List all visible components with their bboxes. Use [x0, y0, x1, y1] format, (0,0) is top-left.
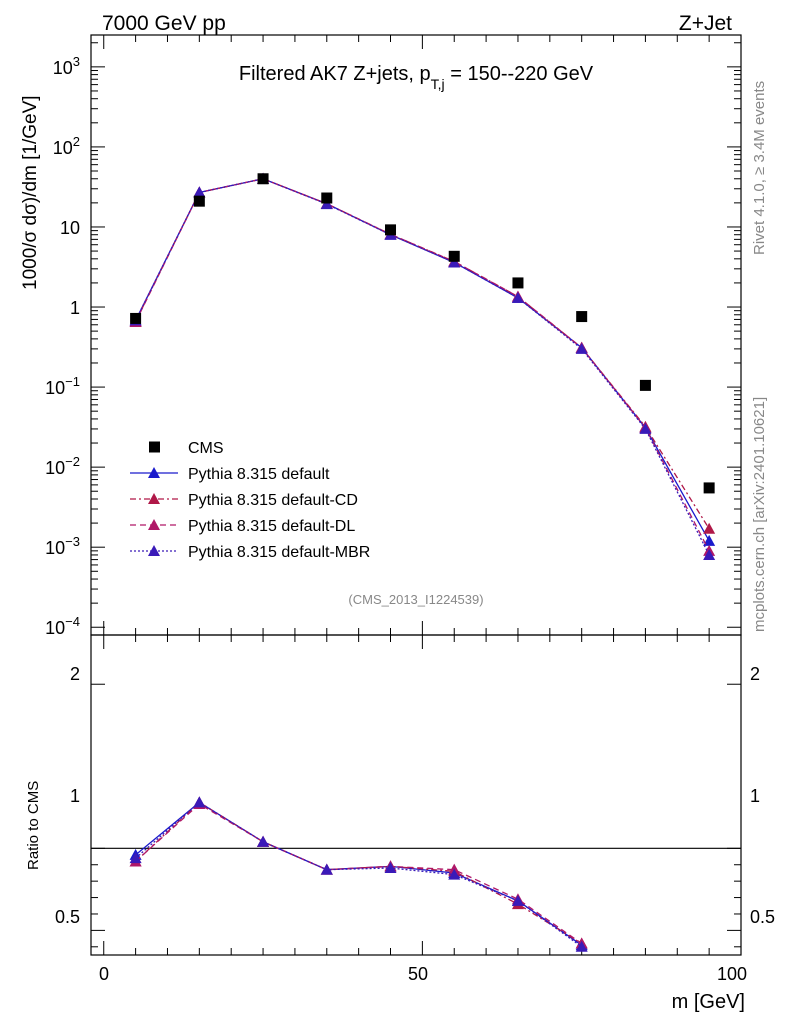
ratio-line-default: [135, 801, 583, 946]
main-ytick-label: 10−4: [45, 614, 80, 638]
axis-ticks: 10−4 10−3 10−2 10−1 1 10 102 103: [45, 35, 742, 955]
cms-data-point: [512, 277, 524, 289]
header-right: Z+Jet: [679, 12, 732, 35]
cms-data-point: [448, 250, 460, 262]
ratio-panel-frame: [90, 634, 742, 956]
series-marker-mbr: [511, 291, 524, 303]
side-text-bottom: mcplots.cern.ch [arXiv:2401.10621]: [751, 397, 768, 632]
ratio-marker-mbr: [193, 796, 206, 808]
ratio-line-dl: [135, 803, 583, 945]
series-marker-mbr: [703, 548, 716, 560]
series-marker-mbr: [639, 422, 652, 434]
ratio-marker-mbr: [384, 862, 397, 874]
ratio-marker-mbr: [129, 852, 142, 864]
ratio-line-cd: [135, 801, 583, 945]
cms-data-point: [576, 311, 588, 323]
ratio-ytick-right-1: 1: [750, 786, 760, 806]
main-ytick-label: 10−1: [45, 374, 80, 398]
analysis-annotation: (CMS_2013_I1224539): [348, 592, 483, 607]
ratio-ytick-1: 1: [70, 786, 80, 806]
title-main: Filtered AK7 Z+jets, p: [239, 63, 431, 85]
header-left: 7000 GeV pp: [102, 12, 226, 35]
x-tick-label-100: 100: [717, 964, 747, 984]
cms-data-point: [321, 192, 333, 204]
legend-marker-dl: [148, 519, 160, 530]
cms-data-point: [130, 312, 142, 324]
ratio-marker-mbr: [575, 940, 588, 952]
cms-data-point: [193, 195, 205, 207]
cms-data-point: [385, 224, 397, 236]
side-text-top: Rivet 4.1.0, ≥ 3.4M events: [751, 81, 768, 255]
main-ytick-label: 10−3: [45, 534, 80, 558]
main-ylabel: 1000/σ dσ)/dm [1/GeV]: [20, 95, 41, 290]
ratio-marker-mbr: [257, 835, 270, 847]
title-subscript: T,j: [431, 76, 445, 92]
title-rest: = 150--220 GeV: [445, 63, 594, 85]
series-marker-mbr: [575, 342, 588, 354]
ratio-marker-mbr: [511, 894, 524, 906]
main-ytick-label: 1: [70, 298, 80, 318]
ratio-ytick-right-0.5: 0.5: [750, 907, 775, 927]
legend: CMS Pythia 8.315 default Pythia 8.315 defa…: [130, 440, 370, 561]
series-marker-mbr: [193, 186, 206, 198]
ratio-plot-area: [91, 796, 741, 952]
legend-label-cms: CMS: [188, 440, 224, 457]
series-marker-mbr: [320, 198, 333, 210]
legend-marker-default: [148, 467, 160, 478]
main-ytick-label: 10: [60, 218, 80, 238]
legend-label-dl: Pythia 8.315 default-DL: [188, 518, 355, 535]
legend-label-cd: Pythia 8.315 default-CD: [188, 492, 358, 509]
legend-label-mbr: Pythia 8.315 default-MBR: [188, 544, 370, 561]
x-axis-label: m [GeV]: [672, 991, 745, 1013]
main-ytick-label: 10−2: [45, 454, 80, 478]
ratio-ylabel: Ratio to CMS: [25, 781, 42, 870]
series-marker-mbr: [448, 256, 461, 268]
series-marker-cd: [703, 522, 716, 534]
cms-data-point: [639, 379, 651, 391]
legend-label-default: Pythia 8.315 default: [188, 466, 330, 483]
series-line-default: [135, 178, 710, 542]
main-plot-area: [129, 172, 716, 560]
x-tick-label-50: 50: [408, 964, 428, 984]
chart-title: Filtered AK7 Z+jets, pT,j = 150--220 GeV: [239, 63, 594, 92]
main-ytick-label: 102: [53, 134, 80, 158]
series-marker-default: [703, 534, 716, 546]
ratio-marker-mbr: [448, 868, 461, 880]
ratio-marker-mbr: [320, 863, 333, 875]
legend-swatch-cms: [149, 441, 160, 453]
ratio-ytick-0.5: 0.5: [55, 907, 80, 927]
legend-marker-cd: [148, 493, 160, 504]
cms-data-point: [703, 482, 715, 494]
x-tick-label-0: 0: [99, 964, 109, 984]
cms-data-point: [257, 173, 269, 185]
ratio-ytick-right-2: 2: [750, 664, 760, 684]
legend-marker-mbr: [148, 545, 160, 556]
ratio-ytick-2: 2: [70, 664, 80, 684]
ratio-line-mbr: [135, 801, 583, 948]
main-ytick-label: 103: [53, 54, 80, 78]
